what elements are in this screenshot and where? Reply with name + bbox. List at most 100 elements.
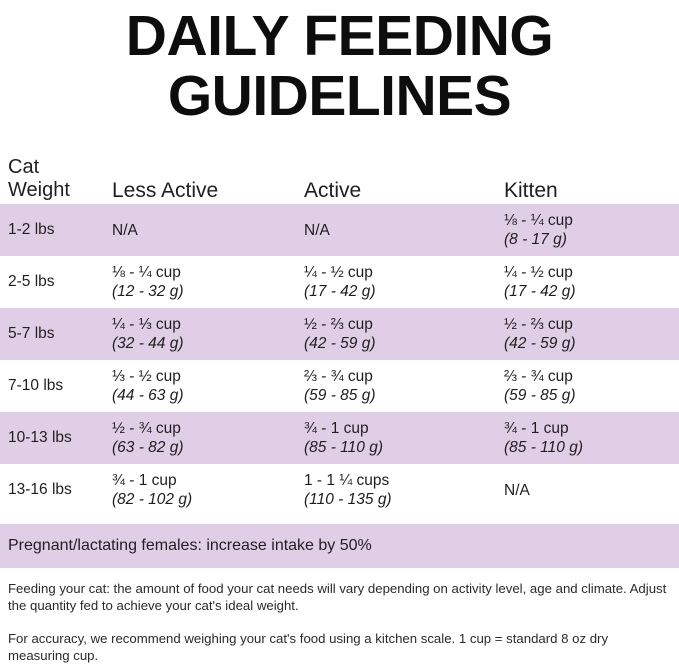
amount-active: ¾ - 1 cup (85 - 110 g) (304, 419, 497, 457)
footnotes: Feeding your cat: the amount of food you… (0, 568, 679, 664)
amount-active: N/A (304, 221, 497, 240)
amount-kitten: ½ - ⅔ cup (42 - 59 g) (504, 315, 673, 353)
amount-kitten: ⅔ - ¾ cup (59 - 85 g) (504, 367, 673, 405)
cups-value: ¾ - 1 cup (112, 472, 177, 489)
weight-label: 2-5 lbs (8, 273, 55, 290)
cell-active: N/A (303, 221, 503, 240)
weight-label: 13-16 lbs (8, 481, 72, 498)
cell-weight: 1-2 lbs (0, 221, 110, 239)
cups-value: ⅓ - ½ cup (112, 368, 181, 385)
amount-kitten: ⅛ - ¼ cup (8 - 17 g) (504, 211, 673, 249)
cups-value: N/A (304, 221, 330, 239)
footnote-feeding-guidance: Feeding your cat: the amount of food you… (8, 581, 667, 613)
cell-weight: 13-16 lbs (0, 481, 110, 499)
cell-active: 1 - 1 ¼ cups (110 - 135 g) (303, 471, 503, 509)
grams-value: (12 - 32 g) (112, 283, 184, 300)
cups-value: ⅛ - ¼ cup (112, 264, 181, 281)
weight-label: 10-13 lbs (8, 429, 72, 446)
grams-value: (8 - 17 g) (504, 231, 567, 248)
pregnant-lactating-note-text: Pregnant/lactating females: increase int… (8, 537, 372, 554)
grams-value: (59 - 85 g) (304, 387, 376, 404)
amount-kitten: N/A (504, 481, 673, 500)
cups-value: ½ - ⅔ cup (504, 316, 573, 333)
cups-value: ½ - ⅔ cup (304, 316, 373, 333)
cell-active: ¾ - 1 cup (85 - 110 g) (303, 419, 503, 457)
cups-value: ½ - ¾ cup (112, 420, 181, 437)
cups-value: N/A (112, 221, 138, 239)
footnote-accuracy-guidance: For accuracy, we recommend weighing your… (8, 631, 609, 663)
cell-kitten: ⅛ - ¼ cup (8 - 17 g) (503, 211, 679, 249)
cell-kitten: ½ - ⅔ cup (42 - 59 g) (503, 315, 679, 353)
table-row: 13-16 lbs ¾ - 1 cup (82 - 102 g) 1 - 1 ¼ … (0, 464, 679, 516)
cups-value: ¾ - 1 cup (504, 420, 569, 437)
grams-value: (110 - 135 g) (304, 491, 392, 508)
cell-less-active: N/A (110, 221, 303, 240)
amount-less-active: N/A (112, 221, 297, 240)
header-cell-less-active: Less Active (110, 179, 303, 202)
table-row: 5-7 lbs ¼ - ⅓ cup (32 - 44 g) ½ - ⅔ cup (4… (0, 308, 679, 360)
cups-value: ⅔ - ¾ cup (304, 368, 373, 385)
grams-value: (32 - 44 g) (112, 335, 184, 352)
amount-kitten: ¼ - ½ cup (17 - 42 g) (504, 263, 673, 301)
grams-value: (17 - 42 g) (304, 283, 376, 300)
amount-active: ¼ - ½ cup (17 - 42 g) (304, 263, 497, 301)
page-title: DAILY FEEDING GUIDELINES (0, 0, 679, 126)
header-label-active: Active (304, 179, 362, 202)
grams-value: (17 - 42 g) (504, 283, 576, 300)
cups-value: 1 - 1 ¼ cups (304, 472, 390, 489)
cell-weight: 5-7 lbs (0, 325, 110, 343)
table-row: 10-13 lbs ½ - ¾ cup (63 - 82 g) ¾ - 1 cup… (0, 412, 679, 464)
table-row: 2-5 lbs ⅛ - ¼ cup (12 - 32 g) ¼ - ½ cup (1… (0, 256, 679, 308)
cell-less-active: ¼ - ⅓ cup (32 - 44 g) (110, 315, 303, 353)
grams-value: (44 - 63 g) (112, 387, 184, 404)
cell-active: ½ - ⅔ cup (42 - 59 g) (303, 315, 503, 353)
amount-active: 1 - 1 ¼ cups (110 - 135 g) (304, 471, 497, 509)
table-row: 1-2 lbs N/A N/A ⅛ - ¼ cup (8 - 17 g) (0, 204, 679, 256)
amount-less-active: ¾ - 1 cup (82 - 102 g) (112, 471, 297, 509)
grams-value: (85 - 110 g) (504, 439, 583, 456)
amount-less-active: ⅓ - ½ cup (44 - 63 g) (112, 367, 297, 405)
amount-less-active: ¼ - ⅓ cup (32 - 44 g) (112, 315, 297, 353)
title-line-1: DAILY FEEDING (125, 4, 554, 68)
grams-value: (42 - 59 g) (304, 335, 376, 352)
cell-kitten: N/A (503, 481, 679, 500)
cell-less-active: ¾ - 1 cup (82 - 102 g) (110, 471, 303, 509)
cell-kitten: ⅔ - ¾ cup (59 - 85 g) (503, 367, 679, 405)
grams-value: (63 - 82 g) (112, 439, 184, 456)
header-label-weight: Cat Weight (8, 156, 70, 201)
cell-weight: 2-5 lbs (0, 273, 110, 291)
cell-weight: 10-13 lbs (0, 429, 110, 447)
cell-active: ¼ - ½ cup (17 - 42 g) (303, 263, 503, 301)
amount-less-active: ½ - ¾ cup (63 - 82 g) (112, 419, 297, 457)
amount-kitten: ¾ - 1 cup (85 - 110 g) (504, 419, 673, 457)
cell-kitten: ¼ - ½ cup (17 - 42 g) (503, 263, 679, 301)
cups-value: ⅔ - ¾ cup (504, 368, 573, 385)
header-cell-active: Active (303, 179, 503, 202)
weight-label: 7-10 lbs (8, 377, 64, 394)
cups-value: ¾ - 1 cup (304, 420, 369, 437)
header-label-kitten: Kitten (504, 179, 558, 202)
cell-less-active: ⅛ - ¼ cup (12 - 32 g) (110, 263, 303, 301)
weight-label: 5-7 lbs (8, 325, 55, 342)
amount-active: ⅔ - ¾ cup (59 - 85 g) (304, 367, 497, 405)
cups-value: ¼ - ½ cup (304, 264, 373, 281)
cups-value: ¼ - ⅓ cup (112, 316, 181, 333)
cell-active: ⅔ - ¾ cup (59 - 85 g) (303, 367, 503, 405)
header-cell-kitten: Kitten (503, 179, 679, 202)
cell-less-active: ½ - ¾ cup (63 - 82 g) (110, 419, 303, 457)
cell-less-active: ⅓ - ½ cup (44 - 63 g) (110, 367, 303, 405)
amount-active: ½ - ⅔ cup (42 - 59 g) (304, 315, 497, 353)
weight-label: 1-2 lbs (8, 221, 55, 238)
amount-less-active: ⅛ - ¼ cup (12 - 32 g) (112, 263, 297, 301)
table-header-row: Cat Weight Less Active Active Kitten (0, 142, 679, 204)
feeding-table: Cat Weight Less Active Active Kitten 1-2… (0, 142, 679, 516)
cups-value: N/A (504, 481, 530, 499)
grams-value: (42 - 59 g) (504, 335, 576, 352)
grams-value: (82 - 102 g) (112, 491, 193, 508)
header-cell-weight: Cat Weight (0, 156, 110, 202)
cups-value: ¼ - ½ cup (504, 264, 573, 281)
title-line-2: GUIDELINES (167, 64, 512, 128)
cell-kitten: ¾ - 1 cup (85 - 110 g) (503, 419, 679, 457)
cell-weight: 7-10 lbs (0, 377, 110, 395)
